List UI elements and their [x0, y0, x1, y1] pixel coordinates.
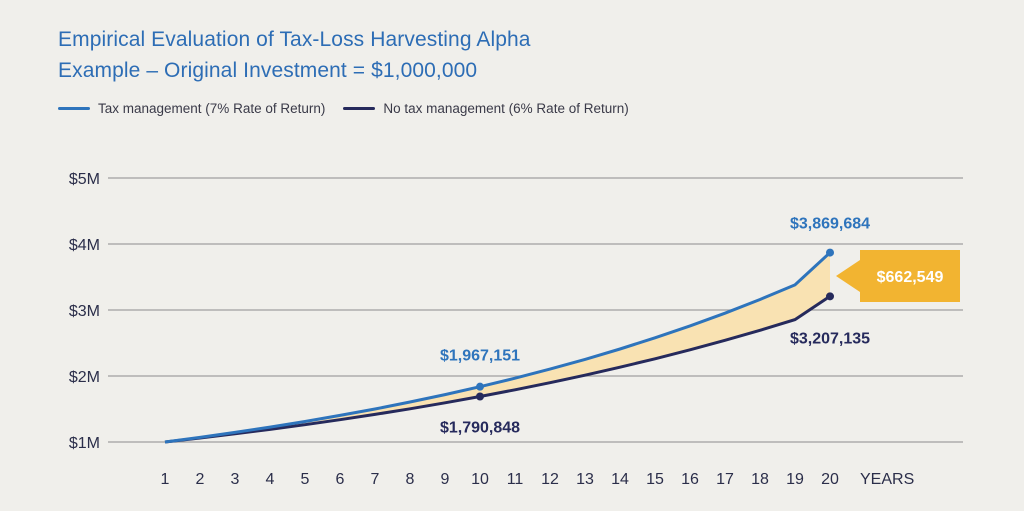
x-tick-label: 17	[716, 471, 734, 488]
x-tick-label: 5	[301, 471, 310, 488]
y-tick-label: $5M	[69, 171, 100, 188]
chart-title-block: Empirical Evaluation of Tax-Loss Harvest…	[58, 24, 531, 86]
difference-callout: $662,549	[836, 250, 960, 302]
data-point-tax	[826, 248, 834, 257]
x-tick-label: 6	[336, 471, 345, 488]
chart-title: Empirical Evaluation of Tax-Loss Harvest…	[58, 28, 531, 51]
x-tick-label: 18	[751, 471, 769, 488]
difference-callout-box	[836, 250, 960, 302]
x-axis: 1 2 3 4 5 6 7 8 9 10 11 12 13 14 15 16 17 18 19 20 YEARS	[161, 471, 915, 488]
x-tick-label: 8	[406, 471, 415, 488]
x-tick-label: 14	[611, 471, 629, 488]
x-tick-label: 12	[541, 471, 559, 488]
y-tick-label: $4M	[69, 237, 100, 254]
chart-subtitle: Example – Original Investment = $1,000,0…	[58, 59, 478, 82]
data-point-tax	[476, 382, 484, 391]
chart-legend: Tax management (7% Rate of Return) No ta…	[58, 101, 647, 116]
legend-swatch-tax	[58, 107, 90, 110]
x-tick-label: 7	[371, 471, 380, 488]
data-label-notax-year10: $1,790,848	[440, 419, 520, 436]
x-tick-label: 15	[646, 471, 664, 488]
x-tick-label: 9	[441, 471, 450, 488]
y-tick-label: $1M	[69, 435, 100, 452]
x-tick-label: 11	[507, 471, 524, 488]
data-point-notax	[476, 392, 484, 401]
difference-callout-label: $662,549	[877, 269, 944, 286]
series-line-tax-management	[164, 251, 832, 444]
x-tick-label: 2	[196, 471, 205, 488]
x-tick-label: 1	[161, 471, 170, 488]
legend-swatch-notax	[343, 107, 376, 110]
data-point-notax	[826, 292, 834, 301]
y-axis: $1M $2M $3M $4M $5M	[69, 171, 100, 452]
legend-label-notax: No tax management (6% Rate of Return)	[383, 101, 629, 116]
legend-item-tax: Tax management (7% Rate of Return)	[58, 101, 325, 116]
x-tick-label: 4	[266, 471, 275, 488]
data-label-notax-year20: $3,207,135	[790, 330, 870, 347]
series-line-no-tax-management	[164, 295, 831, 444]
x-tick-label: 19	[786, 471, 804, 488]
x-tick-label: 13	[576, 471, 594, 488]
x-tick-label: 20	[821, 471, 839, 488]
x-axis-label: YEARS	[860, 471, 914, 488]
x-tick-label: 10	[471, 471, 489, 488]
data-label-tax-year20: $3,869,684	[790, 216, 870, 233]
x-tick-label: 3	[231, 471, 240, 488]
legend-item-notax: No tax management (6% Rate of Return)	[343, 101, 629, 116]
points-layer	[476, 248, 834, 401]
y-tick-label: $2M	[69, 369, 100, 386]
data-label-tax-year10: $1,967,151	[440, 348, 520, 365]
y-tick-label: $3M	[69, 303, 100, 320]
x-tick-label: 16	[681, 471, 699, 488]
legend-label-tax: Tax management (7% Rate of Return)	[98, 101, 326, 116]
